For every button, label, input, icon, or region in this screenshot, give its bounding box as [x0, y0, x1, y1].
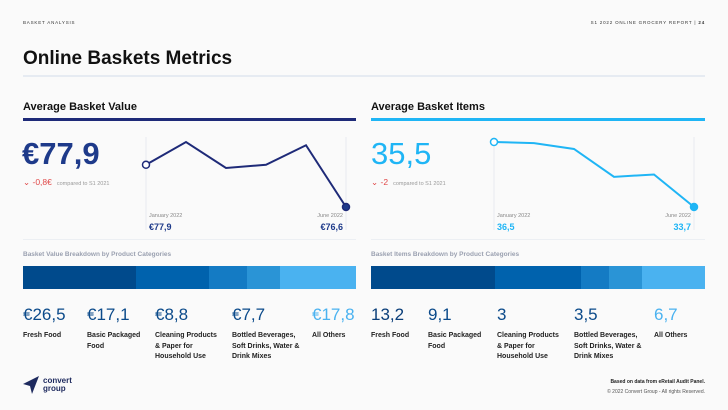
- category-label: All Others: [654, 332, 688, 339]
- items-breakdown-title: Basket Items Breakdown by Product Catego…: [371, 251, 520, 258]
- value-start-label: January 2022: [149, 213, 183, 219]
- category-value: 13,2: [371, 305, 405, 324]
- value-end-label: June 2022: [317, 213, 343, 219]
- category-label: All Others: [312, 332, 346, 339]
- category-label: Bottled Beverages, Soft Drinks, Water & …: [574, 332, 642, 360]
- start-point: [141, 160, 151, 169]
- category-item: €17,8 All Others: [312, 305, 376, 342]
- items-heading: Average Basket Items: [371, 101, 485, 113]
- breakdown-segment: [279, 266, 357, 289]
- category-label: Fresh Food: [23, 332, 62, 339]
- value-heading: Average Basket Value: [23, 101, 137, 113]
- items-start-label: January 2022: [497, 213, 531, 219]
- category-item: €26,5 Fresh Food: [23, 305, 87, 342]
- end-point: [341, 202, 351, 212]
- page-title: Online Baskets Metrics: [23, 48, 233, 69]
- value-delta-amount: -0,8€: [32, 177, 52, 187]
- category-value: €17,1: [87, 305, 130, 324]
- category-value: 6,7: [654, 305, 678, 324]
- category-label: Bottled Beverages, Soft Drinks, Water & …: [232, 332, 300, 360]
- category-value: €17,8: [312, 305, 355, 324]
- category-item: €8,8 Cleaning Products & Paper for Househ…: [155, 305, 219, 363]
- category-label: Basic Packaged Food: [428, 332, 482, 350]
- value-breakdown-bar: [23, 266, 357, 289]
- copyright: © 2022 Convert Group - All rights Reserv…: [607, 389, 705, 395]
- value-compare: compared to S1 2021: [56, 181, 110, 187]
- category-label: Fresh Food: [371, 332, 410, 339]
- convert-group-logo: convert group: [43, 376, 72, 393]
- category-value: €8,8: [155, 305, 189, 324]
- breakdown-segment: [641, 266, 705, 289]
- items-end-label: June 2022: [665, 213, 691, 219]
- category-label: Cleaning Products & Paper for Household …: [155, 332, 217, 360]
- category-label: Cleaning Products & Paper for Household …: [497, 332, 559, 360]
- convert-group-logo-icon: [23, 376, 39, 394]
- value-end-value: €76,6: [320, 222, 343, 232]
- breakdown-segment: [371, 266, 496, 289]
- items-big-number: 35,5: [371, 136, 432, 171]
- end-point: [689, 202, 699, 212]
- value-line-chart: [141, 137, 351, 230]
- category-item: 3 Cleaning Products & Paper for Household…: [497, 305, 561, 363]
- breakdown-segment: [136, 266, 210, 289]
- breakdown-segment: [247, 266, 280, 289]
- title-divider: [23, 75, 705, 77]
- category-value: 9,1: [428, 305, 452, 324]
- value-big-number: €77,9: [22, 136, 100, 171]
- category-item: 9,1 Basic Packaged Food: [428, 305, 492, 352]
- value-delta: ⌄ -0,8€ compared to S1 2021: [23, 177, 109, 188]
- breakdown-segment: [495, 266, 581, 289]
- chevron-down-icon: ⌄: [371, 177, 379, 187]
- items-breakdown-bar: [371, 266, 705, 289]
- category-item: 6,7 All Others: [654, 305, 718, 342]
- items-compare: compared to S1 2021: [393, 181, 446, 187]
- category-value: 3,5: [574, 305, 598, 324]
- start-point: [489, 137, 499, 147]
- category-item: €7,7 Bottled Beverages, Soft Drinks, Wate…: [232, 305, 310, 363]
- items-start-value: 36,5: [497, 222, 515, 232]
- value-heading-bar: [23, 118, 356, 121]
- category-value: €26,5: [23, 305, 66, 324]
- category-item: €17,1 Basic Packaged Food: [87, 305, 151, 352]
- category-label: Basic Packaged Food: [87, 332, 141, 350]
- category-value: 3: [497, 305, 507, 324]
- series-line: [493, 141, 695, 208]
- breakdown-segment: [209, 266, 247, 289]
- report-label: S1 2022 ONLINE GROCERY REPORT | 24: [590, 20, 705, 25]
- section-label: BASKET ANALYSIS: [23, 20, 76, 25]
- breakdown-segment: [609, 266, 642, 289]
- value-breakdown-title: Basket Value Breakdown by Product Catego…: [23, 251, 172, 258]
- items-line-chart: [489, 137, 699, 230]
- breakdown-segment: [23, 266, 137, 289]
- report-name: S1 2022 ONLINE GROCERY REPORT: [590, 20, 693, 25]
- category-item: 13,2 Fresh Food: [371, 305, 435, 342]
- divider: [371, 239, 705, 240]
- category-item: 3,5 Bottled Beverages, Soft Drinks, Water…: [574, 305, 652, 363]
- items-heading-bar: [371, 118, 705, 121]
- breakdown-segment: [580, 266, 610, 289]
- page-number: 24: [698, 20, 705, 25]
- items-delta-amount: -2: [380, 177, 389, 187]
- category-value: €7,7: [232, 305, 266, 324]
- series-line: [145, 140, 347, 208]
- source-note: Based on data from eRetail Audit Panel.: [610, 379, 705, 385]
- divider: [23, 239, 356, 240]
- items-delta: ⌄ -2 compared to S1 2021: [371, 177, 446, 188]
- chevron-down-icon: ⌄: [23, 177, 31, 187]
- value-start-value: €77,9: [149, 222, 172, 232]
- items-end-value: 33,7: [673, 222, 691, 232]
